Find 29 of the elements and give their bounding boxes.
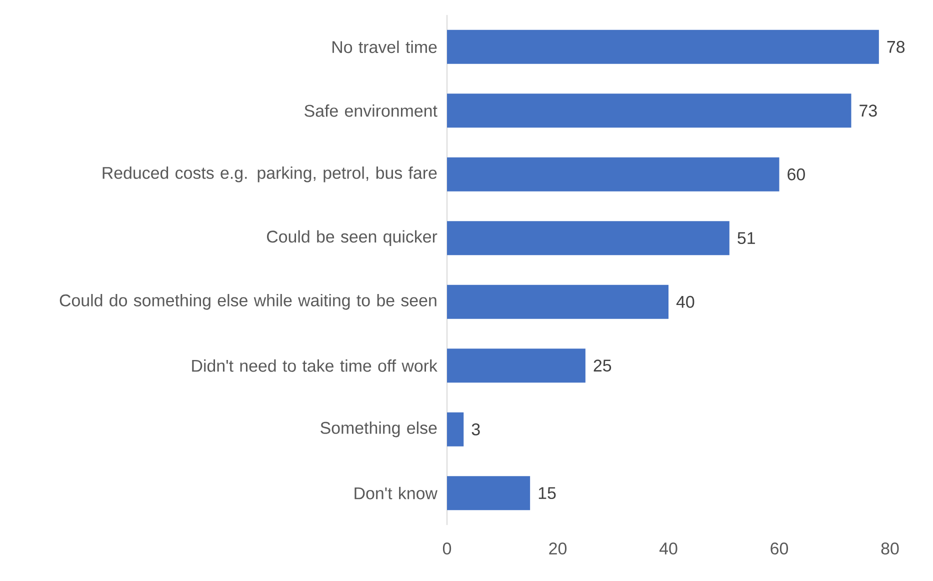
data-label: 60 bbox=[788, 168, 805, 180]
data-label: 3 bbox=[472, 423, 480, 436]
x-tick-label: 40 bbox=[659, 542, 678, 555]
y-tick-label: Could do something else while waiting to be seen bbox=[60, 294, 436, 310]
data-label: 51 bbox=[738, 232, 755, 244]
y-tick-label: Safe environment bbox=[304, 104, 438, 117]
bar bbox=[447, 284, 669, 319]
data-label: 15 bbox=[538, 487, 556, 500]
y-tick-label: No travel time bbox=[332, 40, 437, 54]
x-tick-label: 20 bbox=[549, 542, 567, 555]
y-tick-label: Didn't need to take time off work bbox=[192, 359, 438, 372]
bar bbox=[447, 348, 586, 383]
data-label: 73 bbox=[860, 104, 877, 117]
data-label: 78 bbox=[887, 40, 905, 53]
x-tick-label: 60 bbox=[770, 542, 788, 555]
bar bbox=[447, 157, 780, 192]
y-tick-label: Could be seen quicker bbox=[266, 230, 438, 246]
bar bbox=[447, 30, 879, 64]
y-tick-label: Something else bbox=[320, 421, 437, 438]
y-tick-label: Reduced costs e.g. parking, petrol, bus fare bbox=[102, 166, 437, 182]
data-label: 40 bbox=[676, 296, 694, 308]
bar bbox=[447, 221, 730, 256]
bar bbox=[447, 412, 464, 446]
y-tick-label: Don't know bbox=[354, 486, 438, 500]
bar bbox=[447, 94, 852, 128]
x-tick-label: 0 bbox=[442, 542, 452, 555]
bar bbox=[447, 476, 530, 510]
data-label: 25 bbox=[594, 360, 612, 372]
x-tick-label: 80 bbox=[881, 542, 899, 555]
